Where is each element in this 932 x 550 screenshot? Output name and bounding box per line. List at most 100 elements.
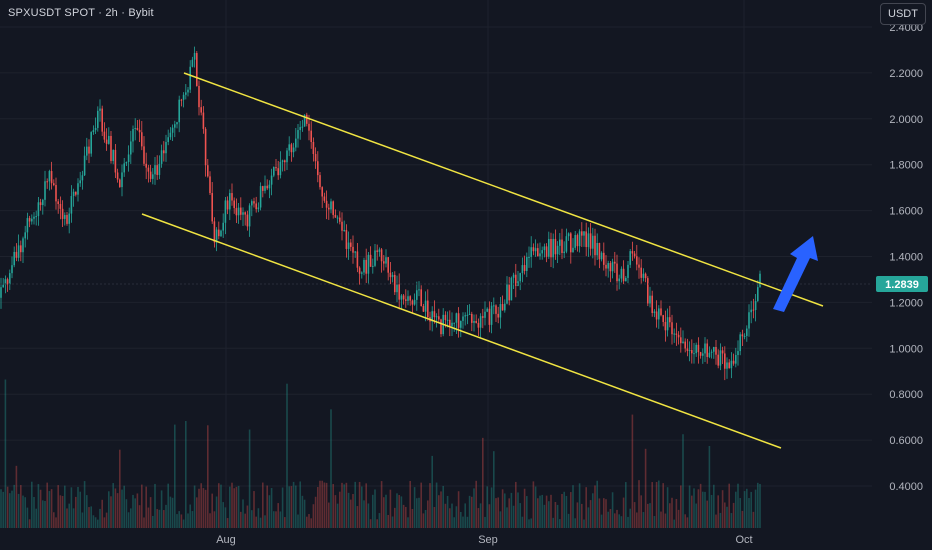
volume-bar bbox=[189, 504, 191, 528]
volume-bar bbox=[319, 480, 321, 528]
volume-bar bbox=[42, 500, 44, 528]
volume-bar bbox=[433, 506, 436, 528]
candle-body bbox=[99, 108, 101, 111]
candle-body bbox=[585, 231, 587, 248]
volume-bar bbox=[374, 489, 376, 528]
volume-bar bbox=[501, 489, 504, 528]
price-tick-label: 1.8000 bbox=[889, 160, 923, 172]
candle-body bbox=[451, 322, 453, 327]
candle-body bbox=[473, 321, 475, 323]
candlestick-series bbox=[0, 46, 761, 381]
candle-body bbox=[343, 229, 345, 231]
volume-bar bbox=[735, 491, 737, 528]
candle-body bbox=[735, 355, 737, 364]
candle-body bbox=[497, 313, 499, 318]
candle-body bbox=[666, 317, 669, 331]
volume-bar bbox=[308, 514, 310, 528]
currency-button[interactable]: USDT bbox=[880, 3, 926, 25]
candle-body bbox=[101, 108, 103, 132]
candle-body bbox=[400, 295, 403, 300]
candle-body bbox=[702, 353, 704, 356]
channel-lower-line[interactable] bbox=[141, 213, 782, 449]
volume-bar bbox=[154, 483, 156, 528]
volume-bar bbox=[706, 500, 708, 528]
volume-bar bbox=[198, 488, 200, 528]
volume-bar bbox=[519, 503, 521, 528]
volume-bar bbox=[90, 506, 92, 528]
candle-body bbox=[319, 175, 321, 188]
volume-bar bbox=[598, 498, 601, 528]
volume-bar bbox=[372, 494, 374, 528]
volume-bar bbox=[512, 505, 515, 528]
volume-bar bbox=[209, 513, 211, 528]
volume-bar bbox=[350, 499, 352, 528]
candle-body bbox=[638, 264, 640, 268]
volume-bar bbox=[585, 487, 587, 528]
volume-bar bbox=[336, 503, 339, 528]
volume-bar bbox=[341, 482, 343, 528]
candle-body bbox=[66, 215, 68, 224]
candle-body bbox=[237, 207, 240, 216]
symbol-title: SPXUSDT SPOT · 2h · Bybit bbox=[8, 7, 154, 19]
candle-body bbox=[662, 315, 664, 322]
candle-body bbox=[363, 259, 365, 273]
volume-bar bbox=[132, 494, 134, 528]
candle-body bbox=[273, 167, 275, 176]
candle-body bbox=[402, 295, 405, 300]
candle-body bbox=[167, 137, 169, 143]
volume-bar bbox=[358, 481, 361, 528]
candle-body bbox=[739, 334, 741, 352]
volume-bar bbox=[532, 481, 535, 528]
grid-lines bbox=[0, 0, 872, 528]
candle-body bbox=[664, 321, 667, 331]
candle-body bbox=[616, 263, 618, 282]
candle-body bbox=[9, 273, 11, 285]
candle-body bbox=[622, 268, 625, 282]
volume-bar bbox=[460, 511, 462, 528]
candle-body bbox=[299, 127, 301, 131]
volume-bar bbox=[609, 508, 612, 528]
volume-bar bbox=[499, 511, 502, 528]
candle-body bbox=[482, 316, 484, 318]
volume-bar bbox=[526, 496, 528, 528]
candle-body bbox=[119, 179, 121, 188]
candle-body bbox=[178, 99, 180, 123]
candle-body bbox=[191, 59, 194, 67]
volume-bar bbox=[442, 485, 444, 528]
candle-body bbox=[339, 217, 341, 222]
candle-body bbox=[592, 235, 594, 249]
candle-body bbox=[422, 306, 425, 312]
volume-bar bbox=[402, 504, 405, 528]
candle-body bbox=[125, 162, 128, 164]
volume-bar bbox=[587, 507, 590, 528]
candle-body bbox=[28, 218, 31, 222]
volume-bar bbox=[576, 502, 579, 528]
candle-body bbox=[455, 313, 458, 323]
volume-bar bbox=[752, 511, 755, 528]
candle-body bbox=[70, 196, 73, 214]
volume-bar bbox=[9, 493, 11, 528]
candle-body bbox=[301, 126, 304, 128]
candle-body bbox=[244, 212, 246, 215]
candle-body bbox=[640, 267, 642, 278]
candle-body bbox=[209, 176, 211, 194]
candle-body bbox=[554, 238, 557, 255]
candle-body bbox=[655, 311, 658, 320]
candle-body bbox=[365, 259, 367, 274]
volume-bar bbox=[244, 513, 246, 528]
candle-body bbox=[539, 253, 541, 257]
projection-arrow[interactable] bbox=[773, 236, 818, 312]
volume-bar bbox=[325, 482, 328, 528]
channel-upper-line[interactable] bbox=[183, 72, 824, 307]
candle-body bbox=[479, 316, 482, 328]
volume-bar bbox=[299, 481, 301, 528]
candle-body bbox=[708, 352, 711, 357]
volume-bar bbox=[671, 497, 673, 528]
volume-bar bbox=[413, 487, 416, 528]
candle-body bbox=[288, 144, 290, 151]
volume-bar bbox=[528, 519, 530, 528]
volume-bar bbox=[409, 480, 411, 528]
candle-body bbox=[83, 155, 86, 176]
candle-body bbox=[438, 316, 440, 320]
